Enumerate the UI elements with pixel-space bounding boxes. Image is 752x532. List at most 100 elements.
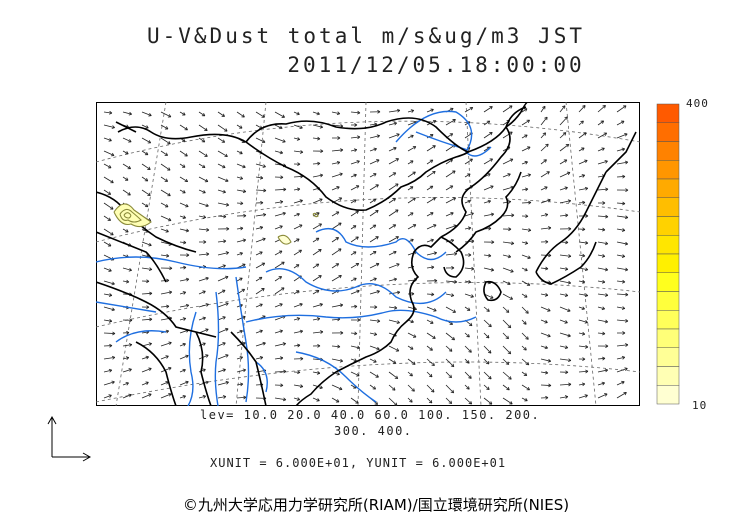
- wind-arrow-head: [239, 382, 244, 387]
- wind-arrow: [217, 354, 229, 360]
- wind-arrow: [578, 147, 585, 152]
- wind-arrow-head: [377, 319, 381, 323]
- colorbar-segment: [656, 272, 680, 292]
- wind-arrow-head: [318, 248, 322, 253]
- wind-arrow: [179, 278, 189, 282]
- wind-arrow: [103, 394, 112, 399]
- wind-arrow: [521, 306, 529, 314]
- wind-arrow-head: [491, 240, 495, 245]
- wind-arrow: [426, 384, 435, 393]
- wind-arrow: [521, 228, 531, 231]
- wind-arrow: [388, 345, 400, 352]
- wind-arrow: [160, 367, 172, 373]
- wind-arrow: [160, 355, 169, 360]
- wind-arrow-head: [223, 239, 227, 244]
- wind-arrow: [616, 368, 628, 373]
- wind-arrow-head: [242, 263, 246, 267]
- wind-arrow-head: [428, 400, 433, 404]
- wind-arrow: [426, 159, 434, 165]
- wind-arrow-head: [393, 146, 397, 151]
- wind-arrow: [521, 119, 530, 126]
- wind-arrow: [407, 358, 416, 365]
- wind-arrow-head: [602, 331, 606, 336]
- wind-arrow: [274, 397, 286, 401]
- wind-arrow-head: [339, 386, 343, 391]
- wind-arrow-head: [604, 368, 609, 373]
- wind-arrow-head: [486, 308, 490, 312]
- wind-arrow-head: [527, 146, 531, 150]
- wind-arrow-head: [396, 108, 401, 113]
- wind-arrow: [141, 381, 149, 386]
- wind-arrow-head: [468, 253, 472, 257]
- wind-arrow: [369, 159, 380, 165]
- wind-arrow-head: [565, 240, 569, 245]
- wind-arrow-head: [585, 369, 589, 374]
- wind-arrow: [369, 358, 377, 363]
- wind-arrow: [293, 249, 302, 256]
- wind-arrow: [293, 397, 300, 401]
- wind-arrow-head: [545, 395, 549, 400]
- wind-arrow: [597, 267, 608, 271]
- wind-arrow-head: [523, 347, 527, 351]
- wind-arrow: [616, 356, 625, 360]
- wind-arrow-head: [509, 131, 513, 135]
- wind-arrow-head: [299, 329, 304, 334]
- wind-arrow: [179, 202, 189, 208]
- wind-arrow-head: [299, 150, 304, 154]
- wind-arrow-head: [315, 237, 320, 242]
- wind-arrow: [274, 287, 285, 295]
- wind-arrow-head: [144, 203, 149, 208]
- wind-arrow: [369, 123, 377, 126]
- wind-arrow: [293, 224, 303, 230]
- wind-arrow: [616, 267, 628, 271]
- wind-arrow-head: [296, 212, 300, 217]
- wind-arrow-head: [183, 240, 187, 245]
- wind-arrow: [578, 319, 588, 323]
- wind-arrow: [445, 253, 457, 256]
- wind-arrow-head: [144, 151, 149, 156]
- wind-arrow: [464, 397, 472, 405]
- wind-arrow: [141, 254, 149, 258]
- wind-arrow: [483, 254, 491, 257]
- wind-arrow-head: [567, 199, 572, 204]
- wind-arrow-head: [282, 397, 287, 402]
- wind-arrow-head: [281, 287, 285, 291]
- wind-arrow-head: [372, 224, 377, 228]
- wind-arrow: [217, 252, 229, 256]
- wind-arrow-head: [507, 200, 512, 204]
- wind-arrow-head: [168, 341, 172, 346]
- colorbar-segment: [656, 310, 680, 330]
- wind-arrow: [198, 176, 209, 182]
- wind-arrow: [464, 306, 471, 311]
- wind-arrow-head: [429, 185, 434, 190]
- wind-arrow-head: [544, 116, 548, 121]
- wind-arrow: [369, 251, 377, 256]
- wind-arrow: [388, 236, 399, 243]
- wind-arrow: [122, 176, 129, 181]
- wind-arrow: [331, 263, 339, 269]
- wind-arrow-head: [317, 136, 321, 141]
- wind-arrow-head: [148, 393, 152, 397]
- wind-arrow-head: [602, 227, 606, 232]
- wind-arrow-head: [225, 251, 229, 255]
- wind-arrow-head: [282, 342, 286, 346]
- wind-arrow-head: [259, 225, 264, 230]
- wind-arrow: [502, 173, 511, 178]
- wind-arrow-head: [165, 355, 169, 359]
- wind-arrow: [464, 107, 473, 113]
- wind-arrow-head: [182, 395, 186, 399]
- wind-arrow: [407, 224, 417, 230]
- wind-arrow: [350, 199, 357, 204]
- wind-arrow: [293, 344, 300, 347]
- wind-arrow-head: [108, 165, 112, 169]
- wind-arrow-head: [127, 192, 131, 196]
- wind-arrow-head: [279, 125, 283, 130]
- wind-arrow-head: [355, 236, 359, 240]
- wind-arrow-head: [259, 303, 263, 307]
- wind-arrow: [103, 228, 114, 236]
- wind-arrow-head: [621, 306, 626, 310]
- wind-arrow-head: [111, 355, 116, 360]
- wind-arrow-head: [340, 148, 344, 152]
- wind-arrow: [103, 163, 112, 169]
- wind-arrow-head: [355, 210, 359, 214]
